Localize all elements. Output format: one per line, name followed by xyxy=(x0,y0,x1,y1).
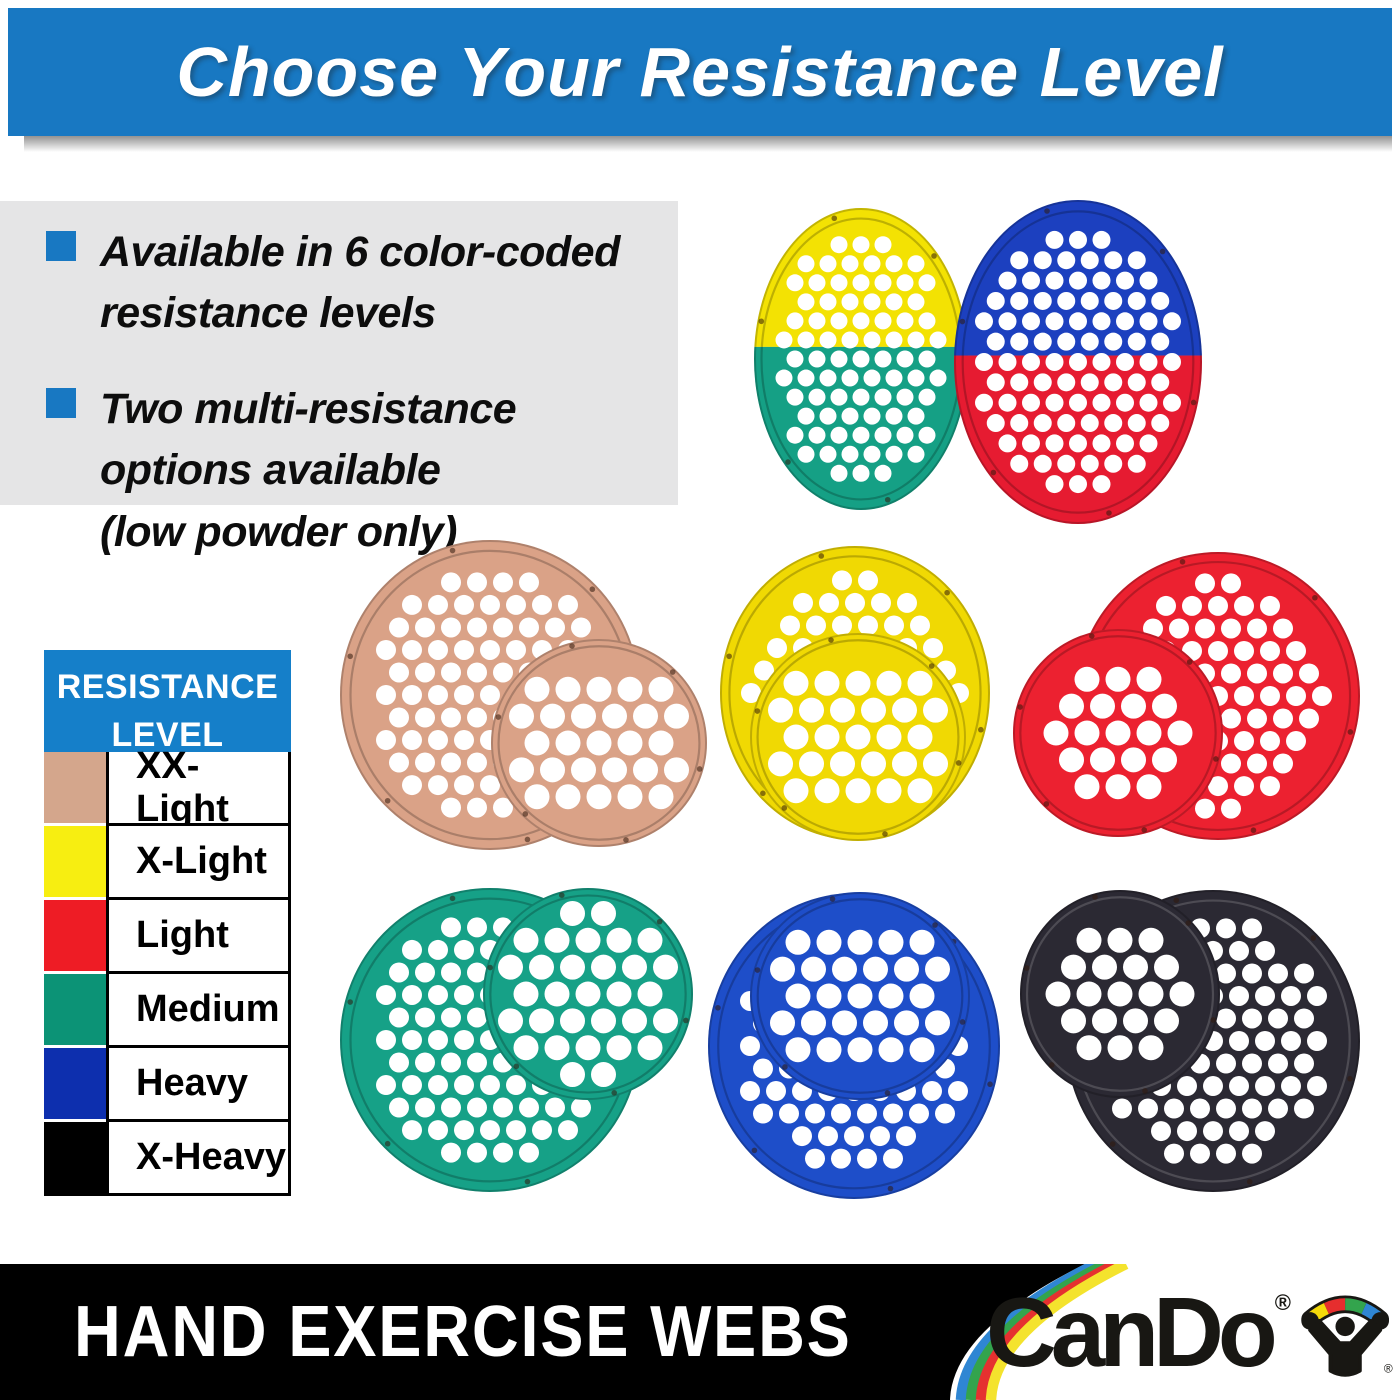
web-disc xyxy=(750,633,966,841)
bullet-line: options available xyxy=(100,446,441,495)
legend-label: Light xyxy=(106,900,291,974)
bullet-line: resistance levels xyxy=(100,289,436,338)
swatch-heavy xyxy=(44,1048,106,1122)
web-disc xyxy=(1020,890,1220,1098)
legend-row-light: Light xyxy=(44,900,291,974)
swatch-x-light xyxy=(44,826,106,900)
bullet-text: Two multi-resistance options available (… xyxy=(100,379,517,563)
web-disc xyxy=(1013,629,1223,837)
legend-label: X-Heavy xyxy=(106,1122,291,1196)
bullet-item: Two multi-resistance options available (… xyxy=(46,379,668,563)
page-title: Choose Your Resistance Level xyxy=(176,33,1224,111)
bullet-line: (low powder only) xyxy=(100,507,457,556)
web-disc xyxy=(340,888,640,1192)
bullet-square-icon xyxy=(46,231,76,261)
legend-row-medium: Medium xyxy=(44,974,291,1048)
web-disc xyxy=(720,546,990,840)
legend-row-x-light: X-Light xyxy=(44,826,291,900)
cando-figure-icon: ® xyxy=(1299,1284,1395,1380)
swatch-medium xyxy=(44,974,106,1048)
bullet-item: Available in 6 color-coded resistance le… xyxy=(46,222,668,345)
rainbow-curve xyxy=(0,1264,1129,1400)
registered-mark: ® xyxy=(1274,1290,1291,1315)
web-disc xyxy=(491,639,707,847)
cando-logo: CanDo ® ® xyxy=(986,1264,1395,1400)
legend-label: X-Light xyxy=(106,826,291,900)
banner-shadow xyxy=(24,136,1392,152)
legend-label: XX-Light xyxy=(106,745,291,830)
footer-product-name: HAND EXERCISE WEBS xyxy=(74,1292,852,1372)
swatch-x-heavy xyxy=(44,1122,106,1196)
legend-row-x-heavy: X-Heavy xyxy=(44,1122,291,1196)
bullet-line: Available in 6 color-coded xyxy=(100,228,620,276)
resistance-legend: RESISTANCE LEVEL XX-Light X-Light Light … xyxy=(44,650,291,1196)
web-disc xyxy=(1076,552,1360,840)
footer-banner: HAND EXERCISE WEBS CanDo ® ® xyxy=(0,1264,1400,1400)
svg-text:®: ® xyxy=(1384,1362,1393,1376)
legend-header: RESISTANCE LEVEL xyxy=(44,650,291,754)
title-banner: Choose Your Resistance Level xyxy=(8,8,1392,136)
legend-header-line: LEVEL xyxy=(111,716,224,755)
swatch-light xyxy=(44,900,106,974)
legend-row-xx-light: XX-Light xyxy=(44,745,291,830)
web-disc xyxy=(1066,890,1360,1192)
cando-wordmark: CanDo xyxy=(986,1277,1278,1387)
web-disc xyxy=(750,892,970,1100)
legend-label: Medium xyxy=(106,974,291,1048)
web-disc xyxy=(483,888,693,1100)
info-box: Available in 6 color-coded resistance le… xyxy=(0,201,678,556)
bullet-text: Available in 6 color-coded resistance le… xyxy=(100,222,620,345)
legend-label: Heavy xyxy=(106,1048,291,1122)
legend-header-line: RESISTANCE xyxy=(56,668,279,706)
web-disc xyxy=(754,208,968,510)
web-disc xyxy=(340,540,640,850)
swatch-xx-light xyxy=(44,752,106,826)
bullet-square-icon xyxy=(46,387,76,418)
legend-row-heavy: Heavy xyxy=(44,1048,291,1122)
web-disc xyxy=(708,893,1000,1199)
bullet-line: Two multi-resistance xyxy=(100,384,517,433)
web-disc xyxy=(954,200,1202,524)
